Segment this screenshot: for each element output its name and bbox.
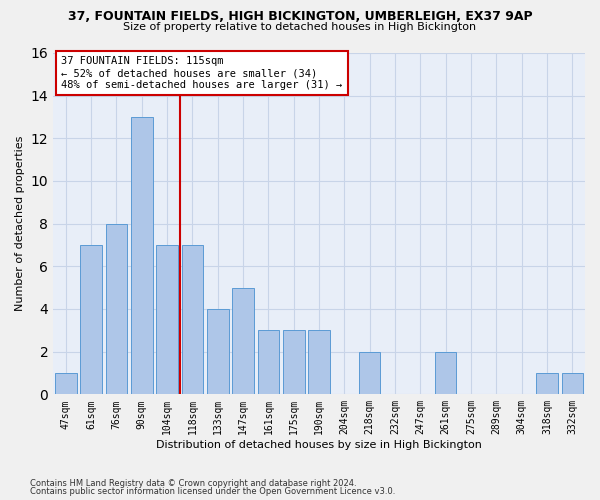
Bar <box>106 224 127 394</box>
Text: Size of property relative to detached houses in High Bickington: Size of property relative to detached ho… <box>124 22 476 32</box>
Text: Contains public sector information licensed under the Open Government Licence v3: Contains public sector information licen… <box>30 487 395 496</box>
Text: 37 FOUNTAIN FIELDS: 115sqm
← 52% of detached houses are smaller (34)
48% of semi: 37 FOUNTAIN FIELDS: 115sqm ← 52% of deta… <box>61 56 343 90</box>
Bar <box>207 309 229 394</box>
Bar <box>562 373 583 394</box>
Bar <box>80 245 102 394</box>
Bar <box>157 245 178 394</box>
Bar <box>308 330 330 394</box>
Bar <box>182 245 203 394</box>
Bar <box>536 373 558 394</box>
Bar <box>257 330 279 394</box>
Bar <box>131 117 152 394</box>
Bar <box>55 373 77 394</box>
Text: Contains HM Land Registry data © Crown copyright and database right 2024.: Contains HM Land Registry data © Crown c… <box>30 478 356 488</box>
Bar <box>232 288 254 395</box>
Bar <box>435 352 457 395</box>
Bar <box>283 330 305 394</box>
Bar <box>359 352 380 395</box>
X-axis label: Distribution of detached houses by size in High Bickington: Distribution of detached houses by size … <box>156 440 482 450</box>
Y-axis label: Number of detached properties: Number of detached properties <box>15 136 25 312</box>
Text: 37, FOUNTAIN FIELDS, HIGH BICKINGTON, UMBERLEIGH, EX37 9AP: 37, FOUNTAIN FIELDS, HIGH BICKINGTON, UM… <box>68 10 532 23</box>
